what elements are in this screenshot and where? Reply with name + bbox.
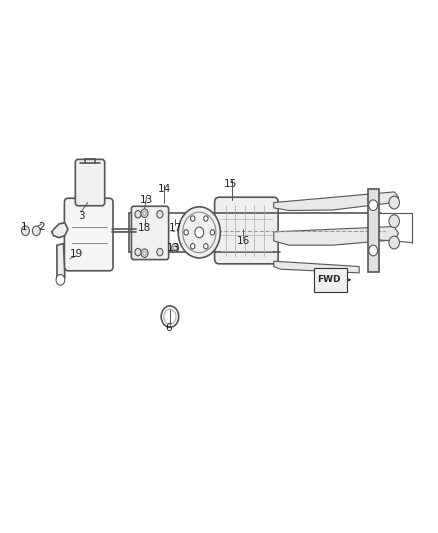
Circle shape <box>32 226 40 236</box>
Circle shape <box>210 230 215 235</box>
Text: FWD: FWD <box>317 276 340 284</box>
FancyBboxPatch shape <box>75 159 105 206</box>
Circle shape <box>178 207 220 258</box>
Text: 18: 18 <box>138 223 151 233</box>
Text: 13: 13 <box>166 243 180 253</box>
Circle shape <box>184 230 188 235</box>
Text: 3: 3 <box>78 211 85 221</box>
Circle shape <box>204 216 208 221</box>
Polygon shape <box>274 227 399 245</box>
Circle shape <box>369 245 378 256</box>
Text: 16: 16 <box>237 236 250 246</box>
Text: 14: 14 <box>158 184 171 194</box>
Polygon shape <box>274 192 399 211</box>
Circle shape <box>389 196 399 209</box>
Circle shape <box>191 216 195 221</box>
Polygon shape <box>52 223 68 238</box>
Text: 17: 17 <box>169 223 182 233</box>
Circle shape <box>135 248 141 256</box>
FancyBboxPatch shape <box>131 206 169 260</box>
Circle shape <box>369 200 378 211</box>
Text: 1: 1 <box>21 222 28 231</box>
Circle shape <box>157 248 163 256</box>
Circle shape <box>172 244 179 252</box>
FancyBboxPatch shape <box>215 197 278 264</box>
Circle shape <box>141 249 148 257</box>
FancyBboxPatch shape <box>64 198 113 271</box>
Polygon shape <box>274 261 359 273</box>
Circle shape <box>389 236 399 249</box>
Text: 15: 15 <box>223 179 237 189</box>
Circle shape <box>141 209 148 217</box>
FancyBboxPatch shape <box>368 189 379 272</box>
Text: 19: 19 <box>70 249 83 259</box>
Text: 13: 13 <box>140 195 153 205</box>
Circle shape <box>191 244 195 249</box>
Circle shape <box>135 211 141 218</box>
Polygon shape <box>57 244 65 279</box>
Text: 2: 2 <box>38 222 45 231</box>
Text: 6: 6 <box>165 323 172 333</box>
FancyBboxPatch shape <box>314 268 347 292</box>
Circle shape <box>56 274 65 285</box>
Circle shape <box>21 226 29 236</box>
Circle shape <box>389 215 399 228</box>
Circle shape <box>204 244 208 249</box>
Circle shape <box>195 227 204 238</box>
Circle shape <box>157 211 163 218</box>
